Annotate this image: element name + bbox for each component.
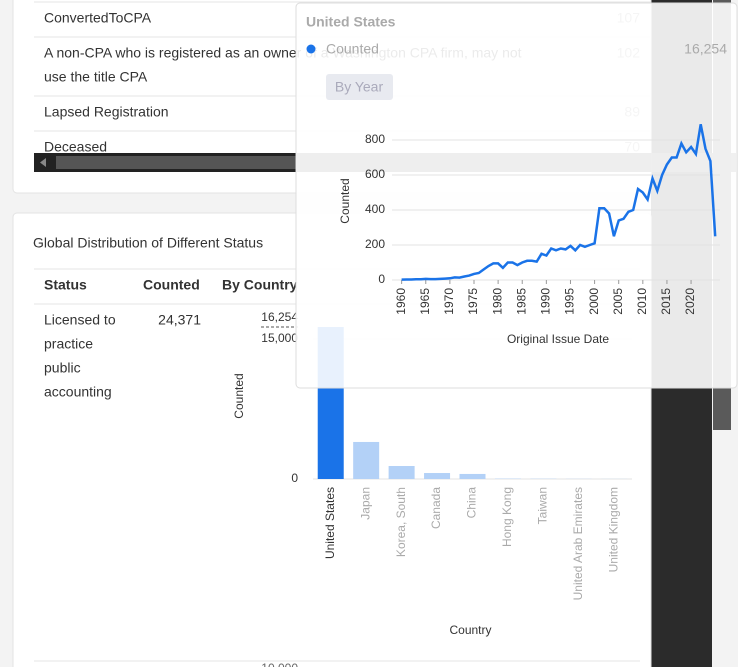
counted: 24,371 (158, 312, 201, 328)
y-tick-label: 400 (365, 202, 385, 216)
bar (388, 466, 415, 479)
x-tick-label: 1975 (466, 288, 480, 315)
tooltip (295, 2, 738, 389)
x-tick-label: Korea, South (394, 487, 408, 557)
x-tick-label: 1965 (418, 288, 432, 315)
x-tick-label: 2015 (659, 288, 673, 315)
x-tick-label: 1980 (490, 288, 504, 315)
status-label: use the title CPA (44, 69, 148, 85)
status-label: public (44, 360, 81, 376)
line-series (401, 124, 717, 281)
legend-dot (306, 44, 316, 54)
tooltip-content: United States Counted By Year 0 200 400 600 800… (306, 14, 720, 346)
x-tick-label: 1960 (394, 288, 408, 315)
y-tick-label: 200 (365, 237, 385, 251)
x-tick-label: 1995 (563, 288, 577, 315)
y-tick-label: 600 (365, 167, 385, 181)
y-tick-label: 0 (378, 272, 385, 286)
x-tick-label: 1970 (442, 288, 456, 315)
status-label: practice (44, 336, 93, 352)
column-header: By Country (222, 277, 298, 293)
y-tick-label: 16,254 (261, 310, 298, 324)
h-scrollbar-thumb[interactable] (56, 156, 296, 169)
bar (353, 441, 380, 479)
x-tick-label: Canada (429, 487, 443, 529)
button-label: By Year (335, 79, 384, 95)
side-value: 16,254 (684, 41, 727, 57)
bar (459, 473, 486, 479)
x-axis-label: Original Issue Date (507, 332, 609, 346)
distribution-table: Global Distribution of Different Status S… (33, 235, 640, 667)
y-tick-label: 15,000 (261, 331, 298, 345)
status-label: accounting (44, 384, 112, 400)
tooltip-band (296, 153, 737, 172)
x-tick-label: 1985 (514, 288, 528, 315)
tick-label: 10,000 (261, 661, 298, 667)
x-tick-label: 2000 (587, 288, 601, 315)
status-label: ConvertedToCPA (44, 10, 152, 26)
x-tick-label: United States (323, 487, 337, 559)
column-header: Counted (143, 277, 200, 293)
bar (424, 473, 451, 479)
x-tick-label: China (465, 487, 479, 519)
x-tick-label: 2020 (683, 288, 697, 315)
column-header: Status (44, 277, 87, 293)
y-tick-label: 800 (365, 132, 385, 146)
x-tick-label: Japan (358, 487, 372, 520)
x-tick-label: 2005 (611, 288, 625, 315)
x-tick-label: Taiwan (536, 487, 550, 524)
by-year-button[interactable] (326, 74, 393, 100)
tooltip-title: United States (306, 14, 396, 30)
y-tick-label: 0 (291, 471, 298, 485)
status-label: Licensed to (44, 312, 116, 328)
x-tick-label: 1990 (539, 288, 553, 315)
legend-label: Counted (326, 41, 379, 57)
y-axis-label: Counted (232, 373, 246, 418)
status-label: Lapsed Registration (44, 104, 169, 120)
card-title: Global Distribution of Different Status (33, 235, 263, 251)
status-label: Deceased (44, 139, 107, 155)
x-tick-label: United Kingdom (606, 487, 620, 572)
x-tick-label: United Arab Emirates (571, 487, 585, 600)
scroll-arrow[interactable] (40, 158, 46, 167)
x-tick-label: 2010 (635, 288, 649, 315)
y-axis-label: Counted (338, 178, 352, 223)
x-axis-label: Country (449, 623, 491, 637)
x-tick-label: Hong Kong (500, 487, 514, 547)
